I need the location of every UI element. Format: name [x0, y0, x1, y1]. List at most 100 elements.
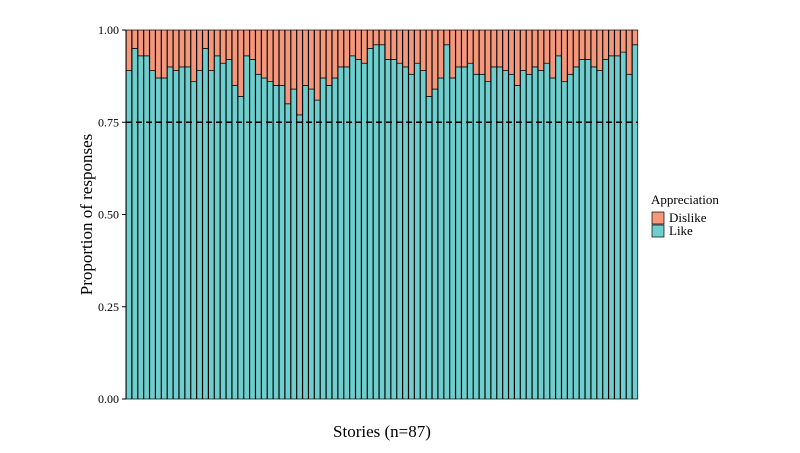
bar-dislike-82	[602, 29, 609, 60]
bar-dislike-33	[314, 29, 321, 101]
bar-dislike-4	[143, 29, 150, 57]
bar-like-55	[443, 44, 450, 400]
bar-dislike-31	[302, 29, 309, 86]
bar-like-62	[484, 81, 491, 400]
bar-like-48	[402, 66, 409, 400]
bar-dislike-46	[390, 29, 397, 60]
bar-dislike-24	[261, 29, 268, 79]
bar-dislike-25	[267, 29, 274, 83]
bar-dislike-30	[296, 29, 303, 116]
bar-like-57	[455, 66, 462, 400]
bar-like-18	[225, 59, 233, 400]
bar-dislike-51	[420, 29, 427, 71]
bar-dislike-49	[408, 29, 415, 75]
bar-like-6	[155, 77, 162, 400]
bar-dislike-69	[526, 29, 533, 75]
bar-dislike-79	[584, 29, 592, 60]
bar-dislike-80	[590, 29, 597, 68]
bar-like-87	[631, 44, 639, 400]
bar-like-82	[602, 59, 609, 400]
bar-dislike-13	[196, 29, 203, 71]
bar-like-12	[190, 81, 197, 400]
bar-like-44	[378, 44, 386, 400]
bar-like-34	[320, 77, 327, 400]
bar-dislike-77	[573, 29, 580, 68]
bar-like-1	[125, 70, 132, 400]
bar-like-29	[290, 88, 297, 400]
bar-like-65	[502, 70, 509, 400]
bar-like-30	[296, 114, 303, 400]
bar-like-11	[184, 66, 191, 400]
bar-like-79	[584, 59, 592, 400]
bar-dislike-60	[473, 29, 480, 75]
bar-like-38	[343, 66, 350, 400]
bar-like-74	[555, 55, 562, 400]
y-tick-label: 0.25	[98, 300, 119, 314]
y-tick-label: 0.00	[98, 392, 119, 406]
bar-dislike-47	[396, 29, 403, 64]
bar-dislike-28	[284, 29, 291, 105]
bar-dislike-54	[437, 29, 444, 79]
bar-dislike-42	[367, 29, 374, 49]
bar-dislike-6	[155, 29, 162, 79]
bar-like-59	[467, 62, 474, 400]
bar-like-54	[437, 77, 444, 400]
bar-like-53	[431, 88, 439, 400]
bar-dislike-66	[508, 29, 515, 75]
bar-dislike-17	[220, 29, 227, 64]
y-axis-ticks: 0.00 0.25 0.50 0.75 1.00	[98, 23, 126, 406]
bar-like-3	[137, 55, 144, 400]
bar-like-7	[161, 77, 168, 400]
bar-like-83	[608, 55, 615, 400]
bar-like-14	[202, 48, 209, 400]
bar-like-26	[273, 84, 280, 400]
bar-dislike-74	[555, 29, 562, 57]
bar-dislike-45	[384, 29, 391, 60]
bar-like-33	[314, 99, 321, 400]
bar-dislike-57	[455, 29, 462, 68]
bar-like-19	[231, 84, 238, 400]
bar-like-40	[355, 59, 362, 400]
bar-dislike-64	[496, 29, 503, 68]
bar-like-71	[537, 70, 544, 400]
bar-like-51	[420, 70, 427, 400]
bar-like-5	[149, 70, 156, 400]
legend-title: Appreciation	[651, 192, 719, 207]
bar-like-27	[278, 84, 286, 400]
bar-dislike-29	[290, 29, 297, 90]
bar-dislike-62	[484, 29, 491, 83]
y-tick-label: 0.50	[98, 208, 119, 222]
x-axis-label: Stories (n=87)	[333, 422, 431, 441]
bar-dislike-44	[378, 29, 386, 46]
bar-dislike-76	[567, 29, 574, 75]
bar-like-36	[331, 77, 338, 400]
bar-dislike-50	[414, 29, 421, 64]
bar-like-42	[367, 48, 374, 400]
legend-label-like: Like	[669, 223, 693, 238]
bar-like-84	[614, 55, 621, 400]
bar-like-43	[373, 44, 380, 400]
bar-dislike-58	[461, 29, 468, 68]
bar-dislike-11	[184, 29, 191, 68]
bar-dislike-65	[502, 29, 509, 71]
bar-dislike-2	[131, 29, 138, 49]
bar-dislike-38	[343, 29, 350, 68]
bar-dislike-23	[255, 29, 262, 75]
bar-dislike-22	[249, 29, 256, 60]
bar-dislike-40	[355, 29, 362, 60]
bar-dislike-68	[520, 29, 527, 71]
bar-dislike-75	[561, 29, 568, 83]
bar-dislike-84	[614, 29, 621, 57]
bar-like-72	[543, 62, 550, 400]
bar-like-50	[414, 62, 421, 400]
bar-like-28	[284, 103, 291, 400]
bar-dislike-70	[531, 29, 539, 68]
bar-dislike-18	[225, 29, 233, 60]
y-axis-label: Proportion of responses	[77, 134, 96, 295]
bar-dislike-53	[431, 29, 439, 90]
bar-dislike-16	[214, 29, 221, 57]
bar-like-39	[349, 55, 356, 400]
bar-like-63	[490, 66, 497, 400]
bar-dislike-21	[243, 29, 250, 57]
